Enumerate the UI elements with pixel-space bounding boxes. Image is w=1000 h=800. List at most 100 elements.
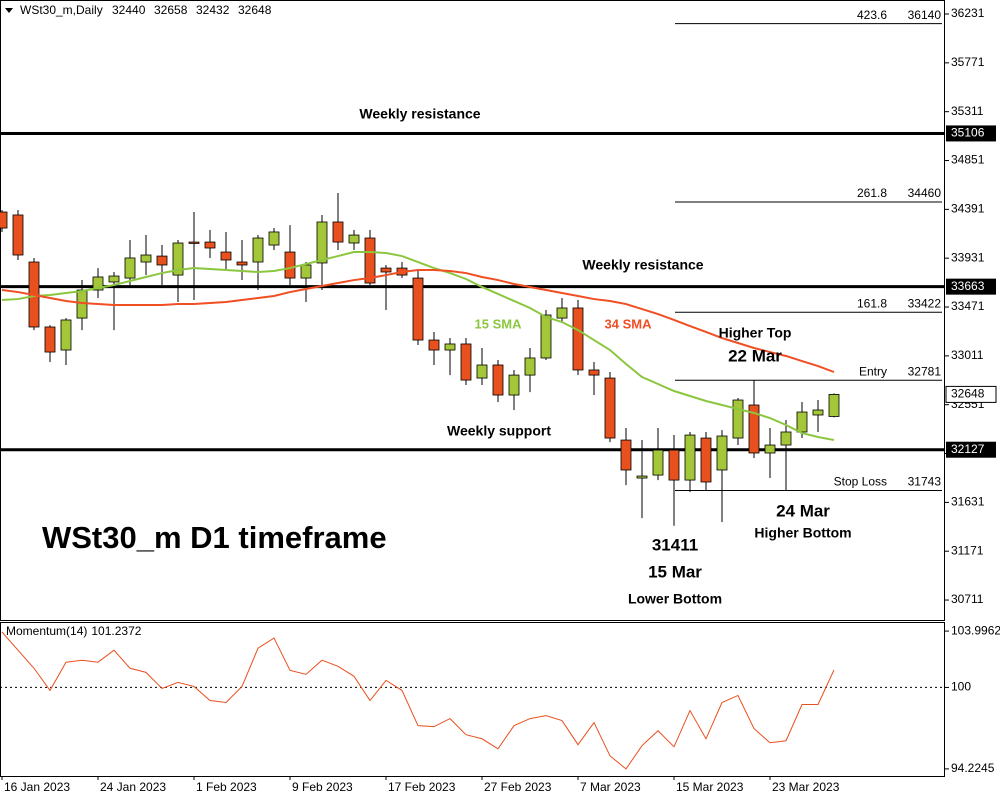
y-tick-label: 100 (951, 680, 971, 694)
fib-value: 36140 (908, 8, 942, 22)
level-value: 33663 (951, 279, 985, 293)
level-tag (946, 125, 996, 142)
y-tick-label: 36231 (951, 6, 985, 20)
x-tick-label: 1 Feb 2023 (196, 780, 257, 794)
x-tick-label: 16 Jan 2023 (4, 780, 70, 794)
candle-body (300, 264, 312, 279)
candle-body (492, 364, 504, 396)
candle-body (620, 439, 632, 471)
low-annotation: 31411 (652, 535, 698, 554)
candle-body (364, 237, 376, 284)
candle-body (204, 241, 216, 249)
x-tick-label: 15 Mar 2023 (676, 780, 744, 794)
candle-body (460, 343, 472, 381)
annotation: 22 Mar (728, 346, 782, 365)
candle-body (524, 357, 536, 376)
indicator-name: Momentum(14) (6, 624, 87, 638)
symbol: WSt30_m,Daily (20, 3, 103, 17)
candle-body (684, 434, 696, 481)
candle-body (348, 234, 360, 244)
fib-value: 33422 (908, 296, 942, 310)
level-tag (946, 278, 996, 295)
sma-line (1, 251, 835, 442)
candle-body (636, 475, 648, 479)
y-tick-label: 31171 (951, 543, 984, 557)
annotation: Higher Top (719, 325, 792, 341)
last-price: 32648 (951, 387, 985, 401)
level-label: Weekly resistance (359, 106, 480, 122)
fib-name: 423.6 (857, 8, 887, 22)
chart-title: WSt30_m D1 timeframe (42, 520, 387, 555)
annotation: 15 Mar (648, 562, 702, 581)
candle-body (556, 307, 568, 319)
annotation: Lower Bottom (628, 591, 722, 607)
header-close: 32648 (238, 3, 272, 17)
candle-body (380, 267, 392, 273)
candle-body (332, 221, 344, 243)
momentum-panel (0, 622, 945, 777)
y-tick-label: 30711 (951, 592, 984, 606)
candle-body (268, 231, 280, 246)
x-tick-label: 17 Feb 2023 (388, 780, 456, 794)
candle-body (748, 404, 760, 454)
candle-body (604, 377, 616, 439)
fib-value: 34460 (908, 186, 942, 200)
candle-body (124, 257, 136, 279)
y-tick-label: 33931 (951, 250, 985, 264)
candle-body (732, 399, 744, 439)
x-tick-label: 23 Mar 2023 (772, 780, 840, 794)
header-open: 32440 (112, 3, 146, 17)
candle-body (812, 409, 824, 416)
candle-body (588, 369, 600, 376)
candle-body (796, 411, 808, 433)
y-tick-label: 35311 (951, 104, 984, 118)
candle-body (780, 431, 792, 446)
candle-body (108, 275, 120, 283)
candle-body (284, 251, 296, 279)
y-tick-label: 31631 (951, 495, 985, 509)
x-tick-label: 24 Jan 2023 (100, 780, 166, 794)
candle-body (140, 254, 152, 263)
fib-value: 31743 (908, 475, 942, 489)
candle-body (252, 237, 264, 263)
candle-body (572, 307, 584, 371)
candle-body (156, 255, 168, 266)
y-tick-label: 34391 (951, 202, 985, 216)
level-value: 35106 (951, 126, 985, 140)
candle-body (92, 276, 104, 291)
header-low: 32432 (196, 3, 230, 17)
level-label: Weekly resistance (582, 257, 703, 273)
candle-body (0, 211, 8, 229)
candle-body (652, 449, 664, 476)
candle-body (220, 251, 232, 261)
fib-name: 161.8 (857, 296, 887, 310)
candle-body (428, 339, 440, 351)
menu-arrow[interactable] (5, 8, 13, 13)
level-label: Weekly support (447, 423, 551, 439)
x-tick-label: 7 Mar 2023 (580, 780, 641, 794)
momentum-line (1, 631, 835, 770)
candle-body (172, 242, 184, 276)
x-tick-label: 9 Feb 2023 (292, 780, 353, 794)
annotation: 24 Mar (776, 501, 830, 520)
fib-value: 32781 (908, 364, 942, 378)
fib-name: Stop Loss (834, 475, 887, 489)
annotation: Higher Bottom (754, 525, 851, 541)
candle-body (764, 444, 776, 454)
candle-body (444, 343, 456, 351)
candle-body (508, 374, 520, 396)
candle-body (44, 326, 56, 353)
candle-body (316, 221, 328, 264)
candle-body (700, 437, 712, 483)
candle-body (668, 449, 680, 481)
candle-body (12, 214, 24, 256)
level-tag (946, 441, 996, 458)
candle-body (412, 277, 424, 341)
y-tick-label: 103.9962 (951, 623, 1000, 637)
indicator-value: 101.2372 (91, 624, 141, 638)
candle-body (188, 241, 200, 244)
candle-body (540, 314, 552, 359)
price-tag (945, 385, 997, 403)
